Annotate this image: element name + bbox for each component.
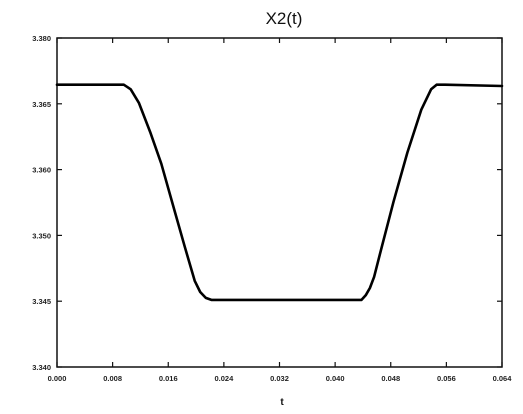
x-tick-label: 0.000 <box>48 374 67 383</box>
x-axis-label: t <box>280 397 284 408</box>
series-line <box>55 83 504 302</box>
x-tick-label: 0.064 <box>493 374 513 383</box>
y-tick-label: 3.340 <box>32 363 51 372</box>
x-tick-label: 0.024 <box>214 374 234 383</box>
x-tick-label: 0.040 <box>326 374 345 383</box>
y-tick-label: 3.360 <box>32 166 51 175</box>
chart-title: X2(t) <box>266 9 303 28</box>
x-tick-label: 0.016 <box>159 374 178 383</box>
y-tick-label: 3.345 <box>32 297 51 306</box>
axis-ticks: 0.000 0.008 0.016 0.024 0.032 0.040 0.048 0.056… <box>32 34 512 383</box>
x-tick-label: 0.048 <box>381 374 400 383</box>
y-tick-label: 3.380 <box>32 34 51 43</box>
x-tick-label: 0.056 <box>437 374 456 383</box>
x-tick-label: 0.032 <box>270 374 289 383</box>
y-tick-label: 3.365 <box>32 100 51 109</box>
x-tick-label: 0.008 <box>103 374 122 383</box>
series-layer <box>55 83 504 302</box>
y-tick-label: 3.350 <box>32 231 51 240</box>
